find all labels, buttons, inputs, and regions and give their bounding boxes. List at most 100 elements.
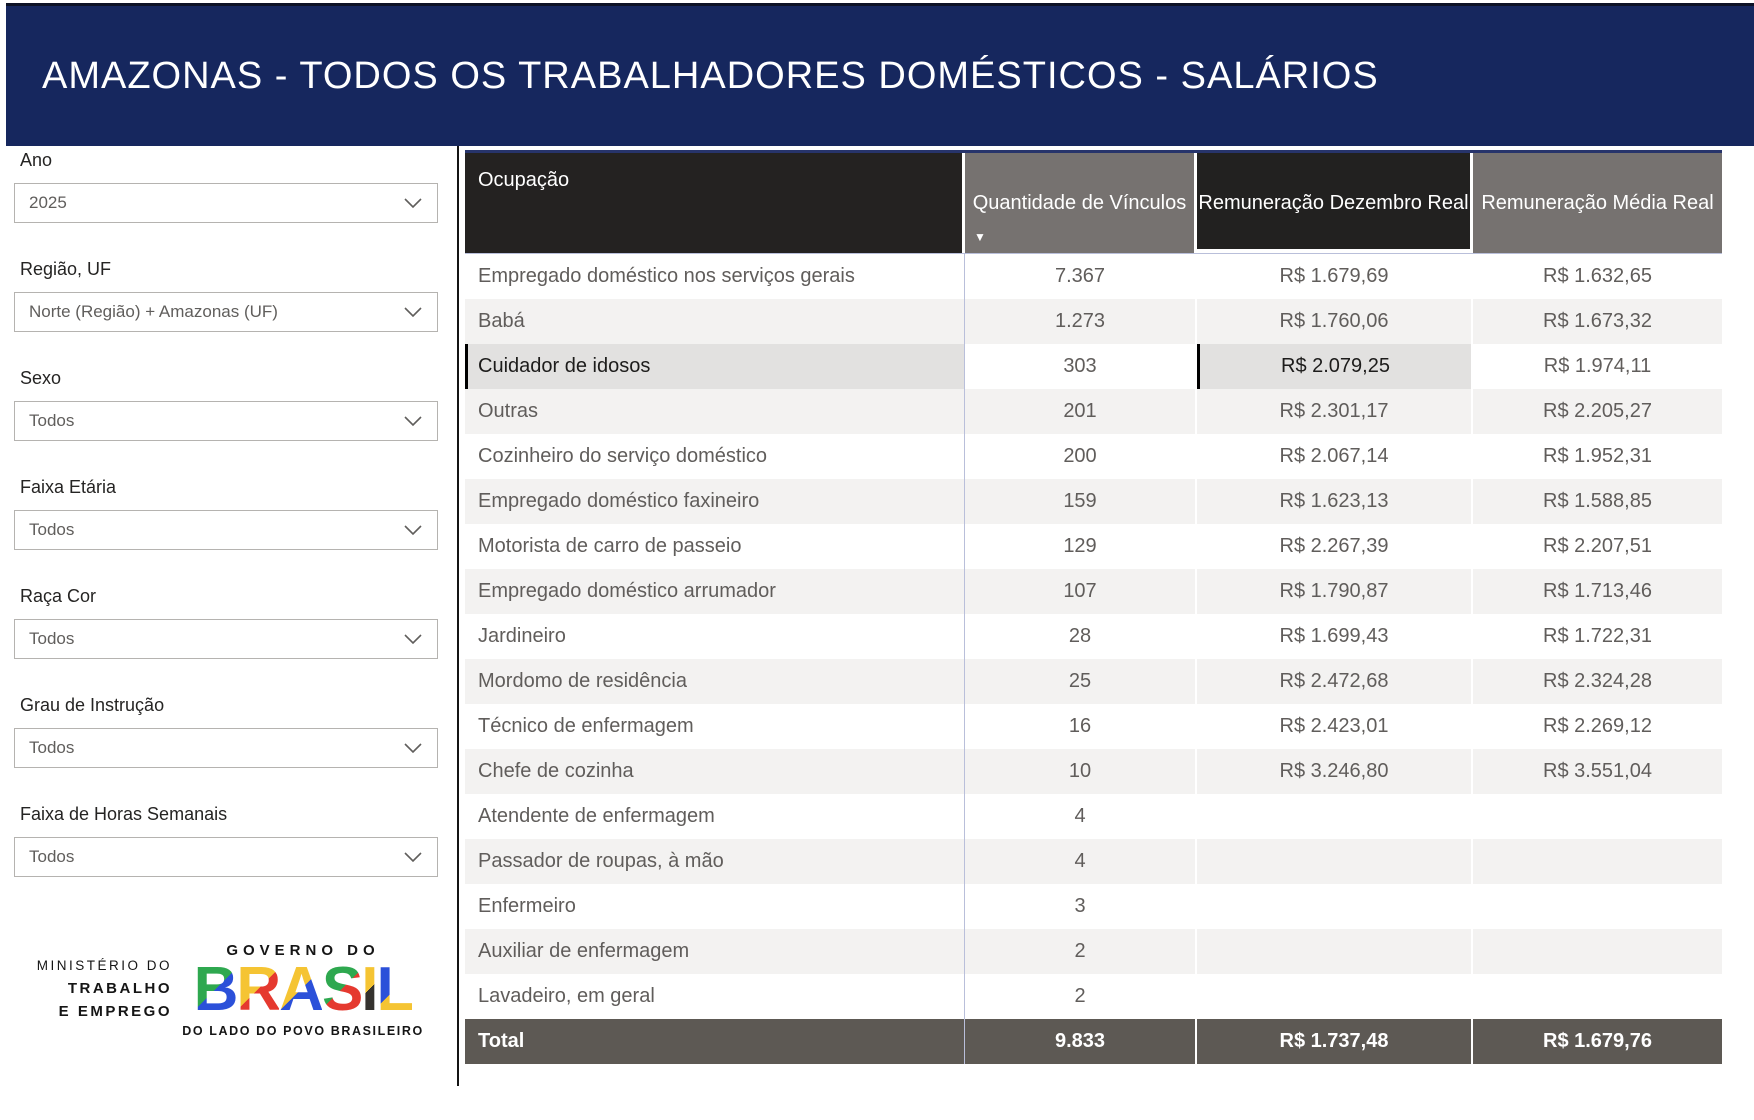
value-cell[interactable]: 4	[965, 794, 1197, 839]
value-cell[interactable]: R$ 1.952,31	[1473, 434, 1722, 479]
table-row: Enfermeiro 3	[465, 884, 1722, 929]
value-cell[interactable]: 4	[965, 839, 1197, 884]
brasil-wordmark: BRASIL	[172, 959, 434, 1021]
value-cell[interactable]: 303	[965, 344, 1197, 389]
filter-group-horas-semanais: Faixa de Horas Semanais Todos	[14, 804, 438, 877]
value-cell[interactable]: 7.367	[965, 254, 1197, 299]
value-cell[interactable]: 107	[965, 569, 1197, 614]
value-cell[interactable]	[1473, 929, 1722, 974]
value-cell[interactable]: R$ 2.269,12	[1473, 704, 1722, 749]
value-cell[interactable]: 2	[965, 929, 1197, 974]
table-row: Cozinheiro do serviço doméstico 200 R$ 2.0…	[465, 434, 1722, 479]
value-cell[interactable]: R$ 1.588,85	[1473, 479, 1722, 524]
value-cell[interactable]: R$ 2.267,39	[1197, 524, 1473, 569]
value-cell[interactable]: R$ 3.246,80	[1197, 749, 1473, 794]
value-cell[interactable]: 25	[965, 659, 1197, 704]
value-cell[interactable]: R$ 1.713,46	[1473, 569, 1722, 614]
column-header-quantidade-vinculos[interactable]: Quantidade de Vínculos ▼	[965, 153, 1197, 253]
occupation-cell[interactable]: Jardineiro	[465, 614, 965, 659]
title-banner: AMAZONAS - TODOS OS TRABALHADORES DOMÉST…	[6, 3, 1754, 146]
ano-dropdown[interactable]: 2025	[14, 183, 438, 223]
regiao-uf-dropdown[interactable]: Norte (Região) + Amazonas (UF)	[14, 292, 438, 332]
value-cell[interactable]: R$ 2.067,14	[1197, 434, 1473, 479]
value-cell[interactable]: 1.273	[965, 299, 1197, 344]
value-cell[interactable]: R$ 2.205,27	[1473, 389, 1722, 434]
brasil-letter: R	[236, 955, 281, 1024]
table-row: Lavadeiro, em geral 2	[465, 974, 1722, 1019]
occupation-cell[interactable]: Motorista de carro de passeio	[465, 524, 965, 569]
horas-semanais-dropdown[interactable]: Todos	[14, 837, 438, 877]
chevron-down-icon	[404, 307, 422, 318]
occupation-cell[interactable]: Atendente de enfermagem	[465, 794, 965, 839]
value-cell[interactable]: 16	[965, 704, 1197, 749]
value-cell[interactable]: R$ 2.324,28	[1473, 659, 1722, 704]
filter-label: Raça Cor	[20, 586, 97, 606]
occupation-cell[interactable]: Mordomo de residência	[465, 659, 965, 704]
value-cell[interactable]: R$ 1.699,43	[1197, 614, 1473, 659]
value-cell[interactable]: 10	[965, 749, 1197, 794]
chevron-down-icon	[404, 198, 422, 209]
column-header-remuneracao-dezembro[interactable]: Remuneração Dezembro Real	[1197, 153, 1473, 253]
value-cell[interactable]: 129	[965, 524, 1197, 569]
value-cell[interactable]	[1473, 839, 1722, 884]
sexo-dropdown[interactable]: Todos	[14, 401, 438, 441]
value-cell[interactable]	[1473, 884, 1722, 929]
table-row: Motorista de carro de passeio 129 R$ 2.267…	[465, 524, 1722, 569]
value-cell[interactable]	[1197, 884, 1473, 929]
table-row: Cuidador de idosos 303 R$ 2.079,25 R$ 1.974…	[465, 344, 1722, 389]
value-cell[interactable]: R$ 1.722,31	[1473, 614, 1722, 659]
occupation-cell[interactable]: Empregado doméstico arrumador	[465, 569, 965, 614]
value-cell[interactable]: 201	[965, 389, 1197, 434]
faixa-etaria-dropdown[interactable]: Todos	[14, 510, 438, 550]
value-cell[interactable]: R$ 1.974,11	[1473, 344, 1722, 389]
value-cell[interactable]	[1473, 974, 1722, 1019]
value-cell[interactable]: 3	[965, 884, 1197, 929]
value-cell[interactable]	[1197, 929, 1473, 974]
brasil-letter: B	[193, 955, 239, 1024]
value-cell[interactable]: R$ 2.079,25	[1197, 344, 1473, 389]
table-row: Empregado doméstico faxineiro 159 R$ 1.623…	[465, 479, 1722, 524]
value-cell[interactable]: R$ 1.623,13	[1197, 479, 1473, 524]
value-cell[interactable]	[1197, 839, 1473, 884]
grau-instrucao-dropdown[interactable]: Todos	[14, 728, 438, 768]
raca-cor-dropdown[interactable]: Todos	[14, 619, 438, 659]
column-header-ocupacao[interactable]: Ocupação	[465, 153, 965, 253]
occupation-cell[interactable]: Cozinheiro do serviço doméstico	[465, 434, 965, 479]
value-cell[interactable]: 28	[965, 614, 1197, 659]
table-row: Empregado doméstico nos serviços gerais 7…	[465, 254, 1722, 299]
occupation-cell[interactable]: Outras	[465, 389, 965, 434]
chevron-down-icon	[404, 634, 422, 645]
value-cell[interactable]	[1197, 974, 1473, 1019]
value-cell[interactable]: R$ 3.551,04	[1473, 749, 1722, 794]
value-cell[interactable]: 159	[965, 479, 1197, 524]
occupation-cell[interactable]: Passador de roupas, à mão	[465, 839, 965, 884]
occupation-cell[interactable]: Lavadeiro, em geral	[465, 974, 965, 1019]
value-cell[interactable]: R$ 2.423,01	[1197, 704, 1473, 749]
occupation-cell[interactable]: Enfermeiro	[465, 884, 965, 929]
value-cell[interactable]: R$ 2.207,51	[1473, 524, 1722, 569]
value-cell[interactable]: R$ 1.673,32	[1473, 299, 1722, 344]
value-cell[interactable]: R$ 2.301,17	[1197, 389, 1473, 434]
value-cell[interactable]	[1197, 794, 1473, 839]
occupation-cell[interactable]: Empregado doméstico nos serviços gerais	[465, 254, 965, 299]
occupation-cell[interactable]: Cuidador de idosos	[465, 344, 965, 389]
value-cell[interactable]: 200	[965, 434, 1197, 479]
table-row: Atendente de enfermagem 4	[465, 794, 1722, 839]
value-cell[interactable]: 2	[965, 974, 1197, 1019]
value-cell[interactable]: R$ 1.632,65	[1473, 254, 1722, 299]
occupation-cell[interactable]: Técnico de enfermagem	[465, 704, 965, 749]
value-cell[interactable]	[1473, 794, 1722, 839]
value-cell[interactable]: R$ 1.790,87	[1197, 569, 1473, 614]
value-cell[interactable]: R$ 1.679,69	[1197, 254, 1473, 299]
filter-label: Ano	[20, 150, 53, 170]
value-cell[interactable]: R$ 2.472,68	[1197, 659, 1473, 704]
occupation-cell[interactable]: Auxiliar de enfermagem	[465, 929, 965, 974]
occupation-cell[interactable]: Chefe de cozinha	[465, 749, 965, 794]
occupation-cell[interactable]: Empregado doméstico faxineiro	[465, 479, 965, 524]
filter-label: Grau de Instrução	[20, 695, 165, 715]
column-header-remuneracao-media[interactable]: Remuneração Média Real	[1473, 153, 1722, 253]
dropdown-value: Todos	[29, 629, 75, 648]
occupation-cell[interactable]: Babá	[465, 299, 965, 344]
value-cell[interactable]: R$ 1.760,06	[1197, 299, 1473, 344]
dropdown-value: 2025	[29, 193, 67, 212]
